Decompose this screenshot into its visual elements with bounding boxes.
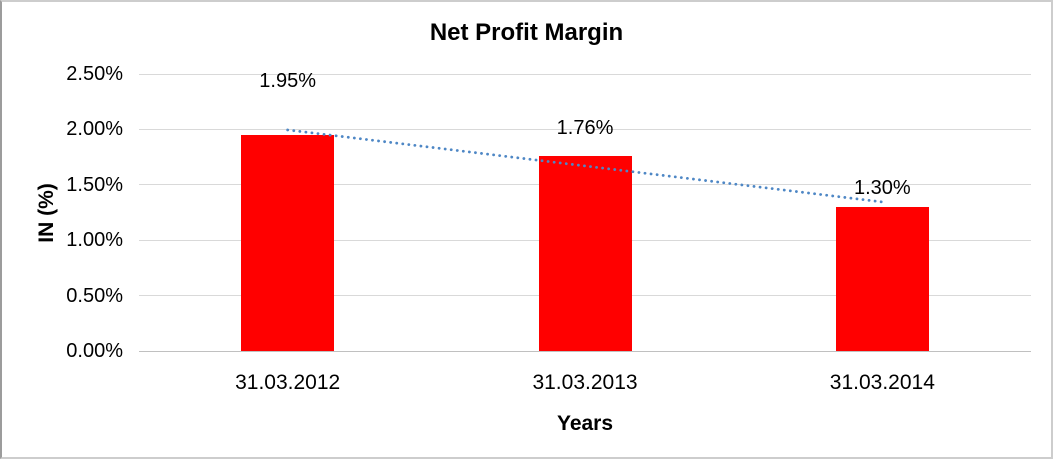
bar-31.03.2014 [835, 206, 929, 351]
data-label: 1.30% [853, 176, 911, 199]
y-tick-label: 0.00% [66, 340, 123, 362]
y-tick-label: 2.00% [66, 118, 123, 141]
bar-31.03.2012 [241, 134, 335, 351]
gridline [139, 73, 1031, 75]
data-label: 1.76% [556, 116, 614, 139]
data-label: 1.95% [259, 69, 317, 92]
x-axis-title: Years [556, 412, 614, 435]
y-tick-label: 1.50% [66, 173, 123, 196]
chart-title: Net Profit Margin [429, 19, 624, 46]
y-tick-label: 0.50% [66, 284, 123, 307]
y-axis-title: IN (%) [35, 182, 58, 243]
x-tick-label: 31.03.2012 [235, 371, 341, 394]
y-tick-label: 1.00% [66, 229, 123, 252]
x-tick-label: 31.03.2013 [532, 371, 638, 394]
gridline [139, 350, 1031, 352]
y-tick-label: 2.50% [66, 63, 123, 85]
bar-31.03.2013 [538, 155, 632, 351]
x-tick-label: 31.03.2014 [829, 371, 935, 394]
